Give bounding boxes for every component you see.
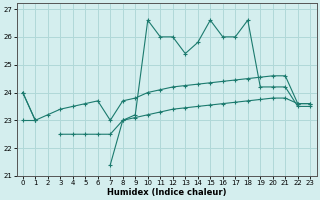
X-axis label: Humidex (Indice chaleur): Humidex (Indice chaleur) (107, 188, 226, 197)
